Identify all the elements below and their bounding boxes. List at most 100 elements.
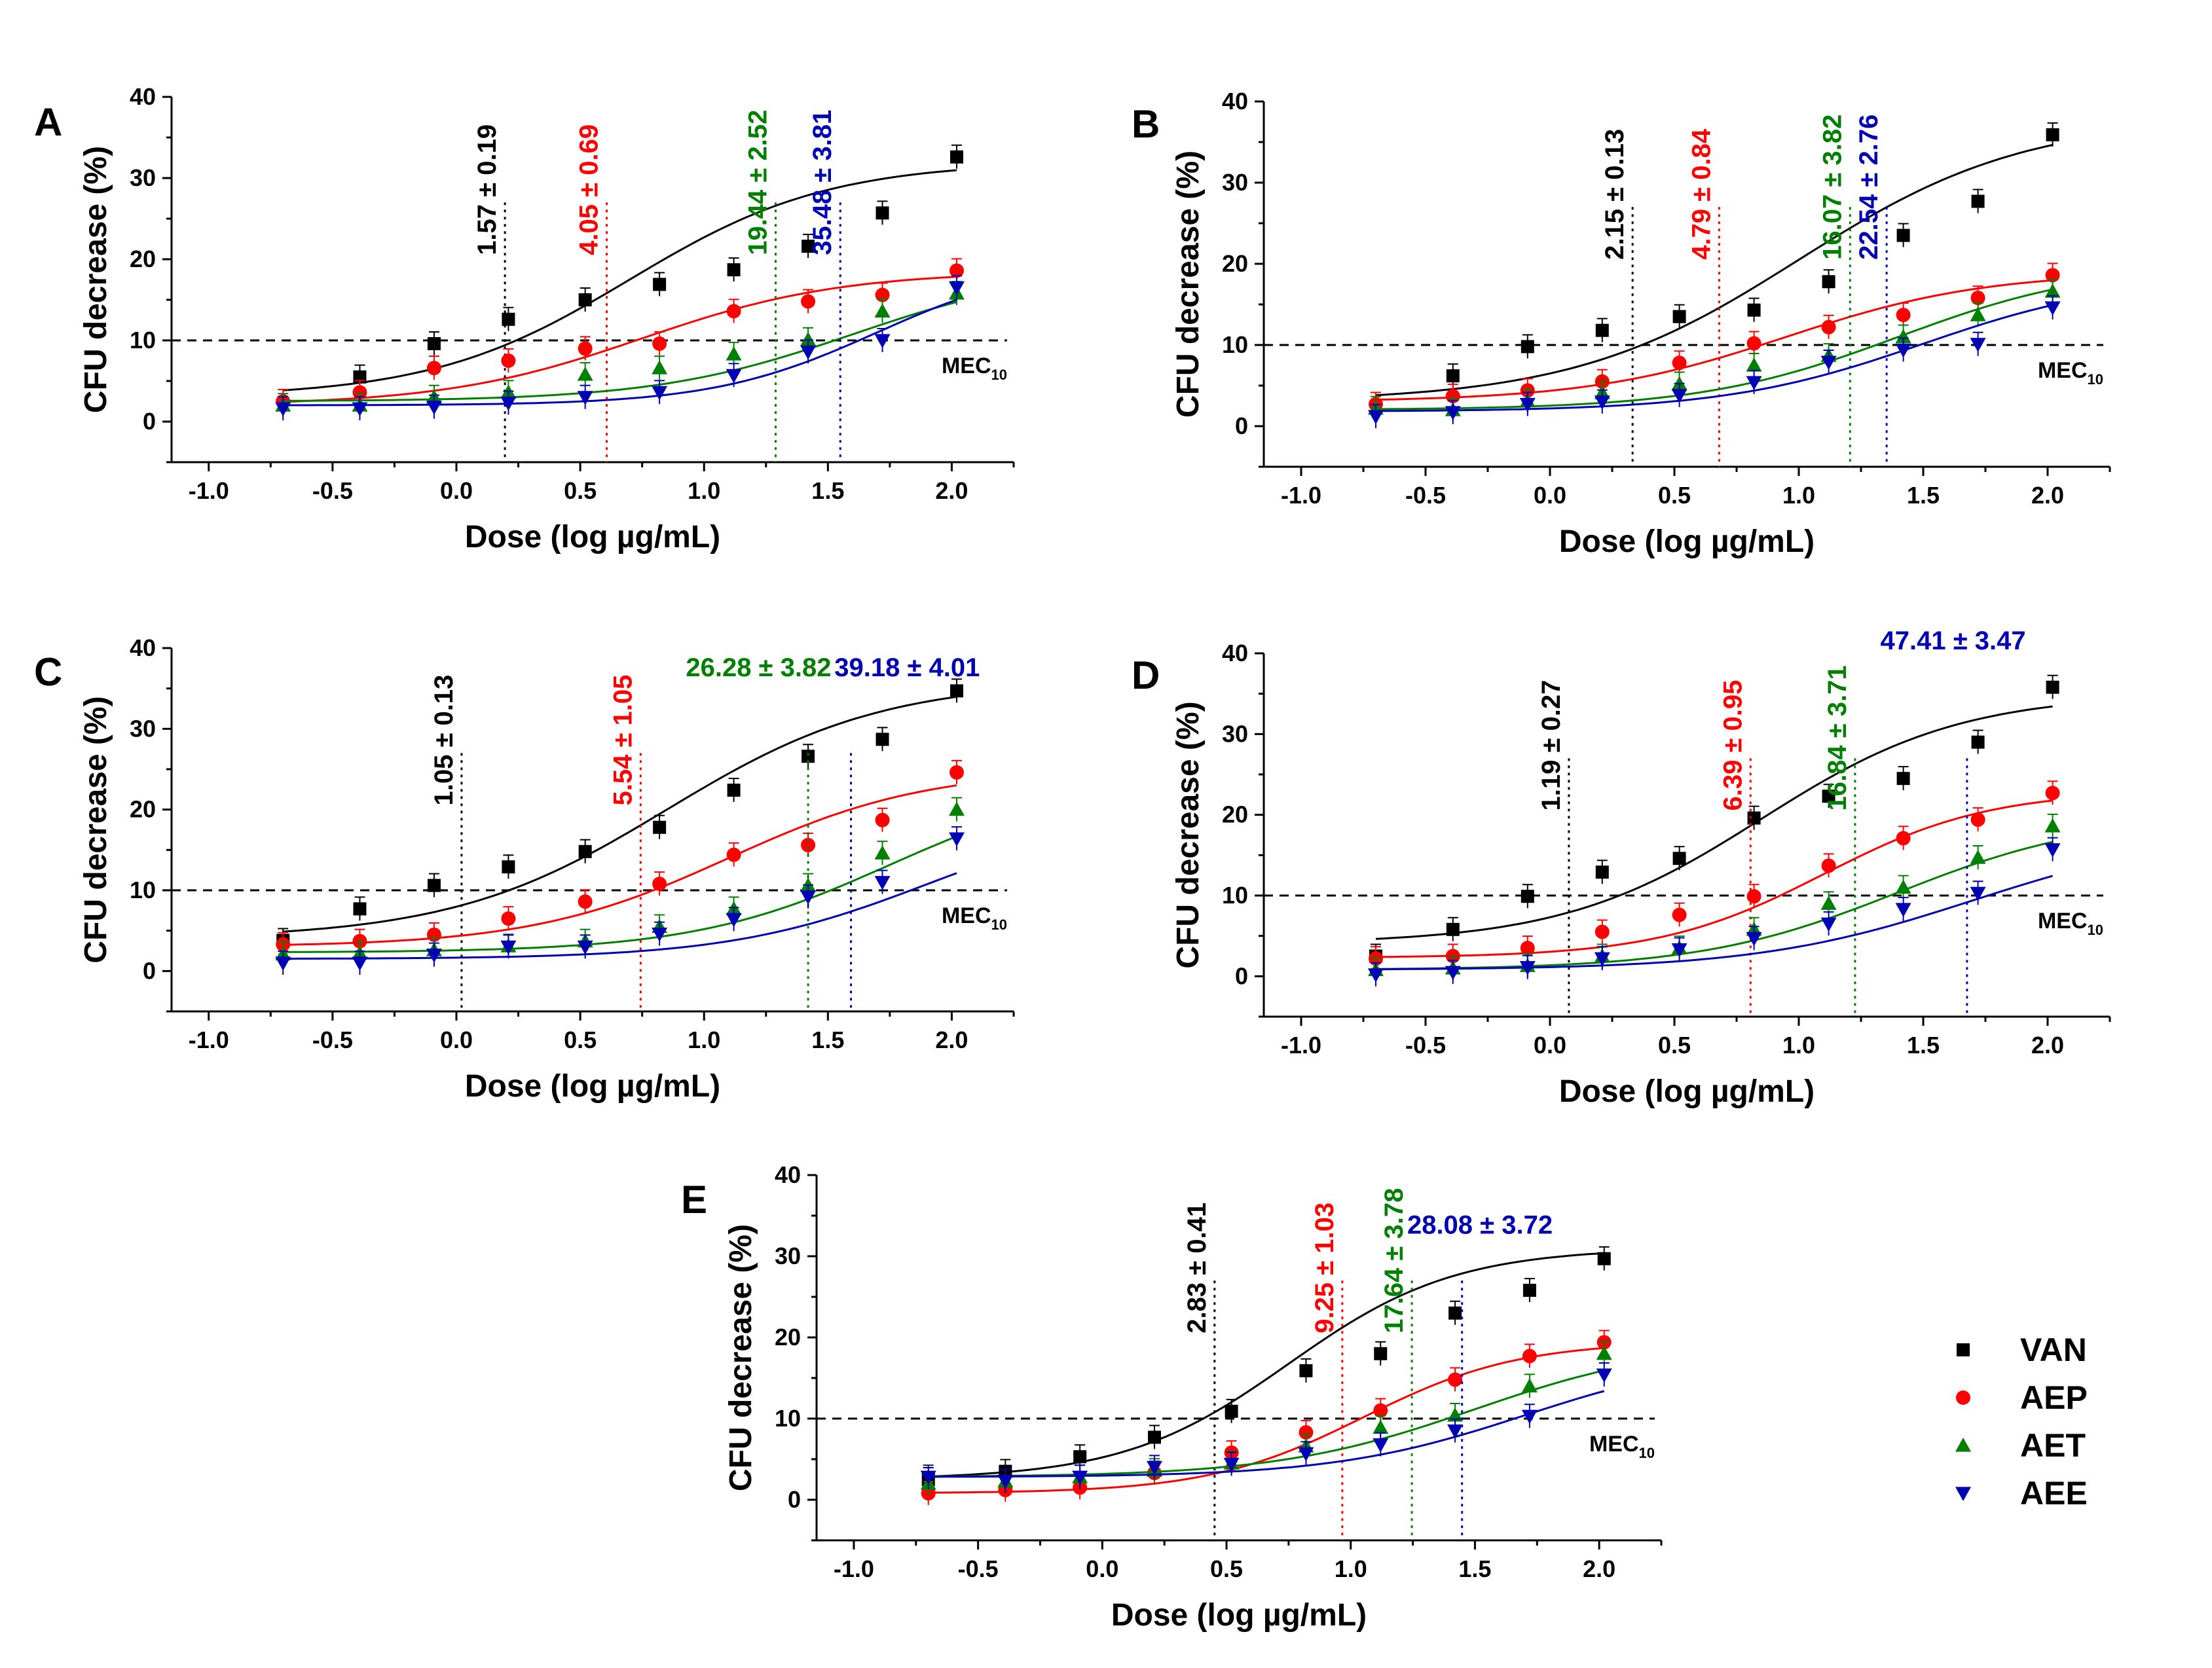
data-point [1225,1404,1238,1418]
data-point [1445,966,1461,981]
x-tick-label: -0.5 [1405,482,1446,509]
mec-value-label: 5.54 ± 1.05 [608,675,637,806]
panel-c: C 0 10 20 30 40 -1.0 -0.5 0.0 0.5 1.0 1.5 2.0 Dose (l… [34,634,1015,1104]
data-point [1671,943,1687,958]
mec-value-label: 1.19 ± 0.27 [1537,680,1566,811]
y-tick-label: 0 [143,408,156,435]
series-aep: 9.25 ± 1.03 [921,1203,1612,1540]
fit-curve [283,835,957,953]
data-point [1373,1438,1389,1453]
mec-value-label: 17.64 ± 3.78 [1380,1188,1409,1333]
data-point [1971,194,1985,208]
data-point [1522,1284,1536,1297]
data-point [1671,389,1687,403]
fit-curve [283,784,957,946]
data-point [427,336,441,350]
mec-value-label: 9.25 ± 1.03 [1310,1203,1339,1333]
data-point [876,206,889,220]
data-point [1970,812,1985,827]
data-point [727,263,741,277]
x-tick-label: 0.5 [564,1026,597,1053]
data-point [875,287,890,302]
threshold-subscript: 10 [1639,1445,1655,1461]
data-point [1895,879,1911,894]
y-tick-label: 20 [130,796,156,823]
legend-item-aet: AET [1955,1427,2086,1464]
x-tick-label: 1.5 [1458,1555,1491,1582]
data-point [1971,735,1985,749]
data-point [1596,1368,1612,1383]
data-point [1970,886,1986,901]
series-van: 2.83 ± 0.41 [921,1203,1611,1540]
fit-curve [283,276,957,403]
data-point [1519,961,1536,975]
data-point [352,385,367,400]
series-van: 2.15 ± 0.13 [1375,122,2059,467]
data-point [1895,903,1911,917]
data-point [800,345,817,360]
y-tick-label: 10 [1222,331,1248,358]
data-point [500,396,517,411]
data-point [578,844,592,858]
x-tick-label: 1.5 [1907,1032,1940,1059]
x-tick-label: -1.0 [189,477,229,504]
x-tick-label: 1.0 [688,477,720,504]
legend-label: AEP [2020,1379,2088,1416]
data-point [2044,283,2061,298]
x-axis-label: Dose (log µg/mL) [1559,524,1815,559]
data-point [2044,843,2061,858]
data-point [2044,818,2061,833]
x-tick-label: -0.5 [958,1555,999,1582]
data-point [950,684,964,698]
data-point [501,911,516,926]
y-tick-label: 20 [130,245,156,272]
data-point [426,361,441,376]
data-point [1521,340,1534,354]
data-point [920,1470,936,1485]
data-point [1597,1252,1611,1265]
legend-marker [1956,1390,1970,1405]
series-aee: 39.18 ± 4.01 [275,653,980,1011]
data-point [874,845,891,860]
data-point [1896,772,1910,786]
data-point [577,367,593,381]
y-axis-label: CFU decrease (%) [79,696,113,963]
y-axis-label: CFU decrease (%) [1171,151,1206,418]
legend-item-aee: AEE [1955,1475,2088,1512]
data-point [949,281,965,296]
y-tick-label: 30 [130,715,156,742]
series-aee: 28.08 ± 3.72 [920,1210,1612,1540]
data-point [1594,924,1610,939]
data-point [1521,1378,1538,1392]
y-tick-label: 40 [130,634,156,661]
data-point [1594,395,1610,410]
data-point [1822,275,1835,289]
fit-curve [1375,288,2053,410]
panel-letter: C [34,650,62,694]
data-point [1447,1424,1464,1439]
series-van: 1.19 ± 0.27 [1369,674,2059,1017]
x-tick-label: 2.0 [2031,1032,2064,1059]
data-point [1820,355,1837,371]
y-tick-label: 0 [1235,962,1248,989]
threshold-subscript: 10 [991,367,1007,383]
x-tick-label: -1.0 [189,1026,229,1053]
threshold-subscript: 10 [2088,371,2103,388]
legend-marker [1957,1343,1970,1356]
data-point [949,765,965,780]
y-tick-label: 20 [1222,250,1248,277]
data-point [1373,1403,1388,1418]
data-point [1594,952,1610,967]
data-point [874,334,891,348]
data-point [1970,291,1985,306]
x-axis-label: Dose (log µg/mL) [1111,1598,1367,1633]
panel-a: A 0 10 20 30 40 -1.0 -0.5 0.0 0.5 1.0 1.5 2.0 Dose (l… [34,83,1015,554]
y-axis-label: CFU decrease (%) [79,146,113,413]
series-aep: 4.05 ± 0.69 [276,124,965,462]
data-point [1147,1460,1162,1476]
mec-value-label: 35.48 ± 3.81 [808,110,837,255]
series-aep: 5.54 ± 1.05 [276,675,965,1011]
data-point [874,303,891,317]
x-axis-label: Dose (log µg/mL) [1559,1074,1815,1109]
